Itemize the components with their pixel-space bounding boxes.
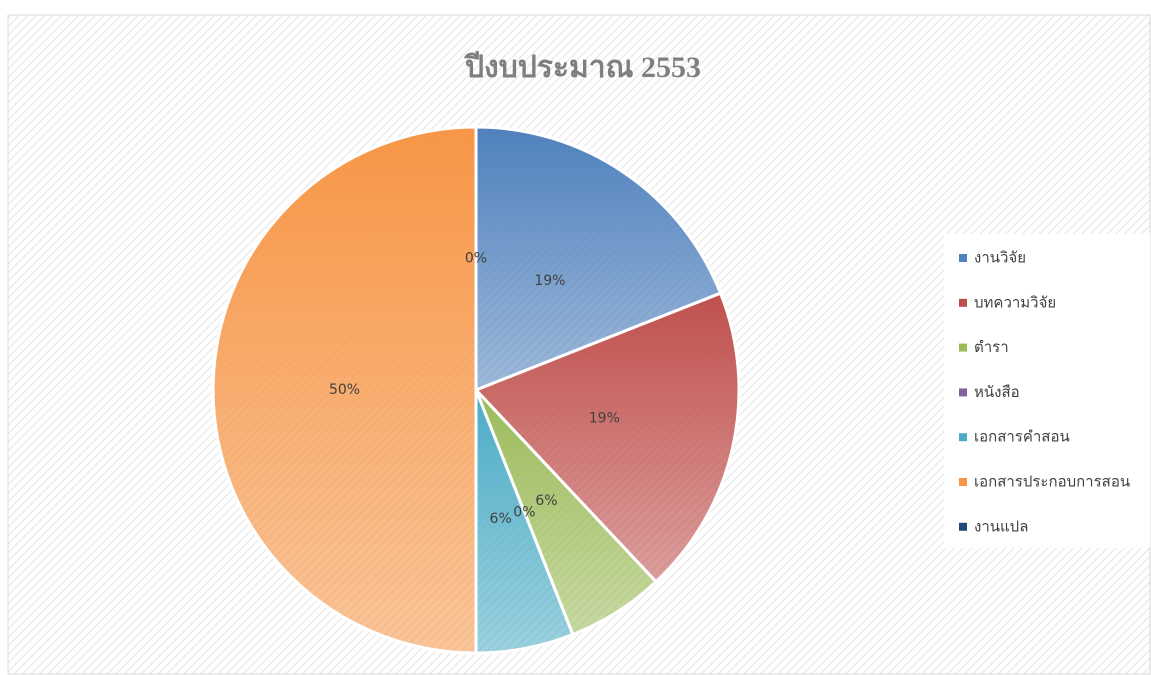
pie-slice	[474, 125, 723, 393]
legend-label: เอกสารประกอบการสอน	[974, 473, 1130, 491]
legend-label: บทความวิจัย	[974, 293, 1056, 311]
data-label: 19%	[534, 273, 565, 289]
legend-box	[944, 234, 1150, 548]
legend-label: หนังสือ	[974, 383, 1020, 401]
legend-swatch	[959, 522, 967, 531]
legend-swatch	[959, 343, 967, 352]
legend-swatch	[959, 433, 967, 442]
legend-swatch	[959, 388, 967, 397]
data-label: 50%	[329, 382, 360, 398]
legend-swatch	[959, 254, 967, 262]
data-label: 0%	[465, 251, 487, 267]
legend-swatch	[959, 298, 967, 307]
legend-label: งานแปล	[974, 517, 1028, 535]
data-label: 19%	[589, 411, 620, 427]
pie-slice	[211, 125, 478, 655]
pie-slice	[473, 291, 741, 584]
legend-swatch	[959, 478, 967, 486]
legend-label: เอกสารคำสอน	[974, 428, 1070, 446]
data-label: 6%	[535, 493, 557, 509]
chart-title: ปีงบประมาณ 2553	[463, 51, 701, 84]
legend-label: งานวิจัย	[974, 249, 1026, 267]
data-label: 0%	[513, 504, 535, 520]
data-label: 6%	[490, 511, 512, 527]
legend-label: ตำรา	[974, 338, 1009, 356]
